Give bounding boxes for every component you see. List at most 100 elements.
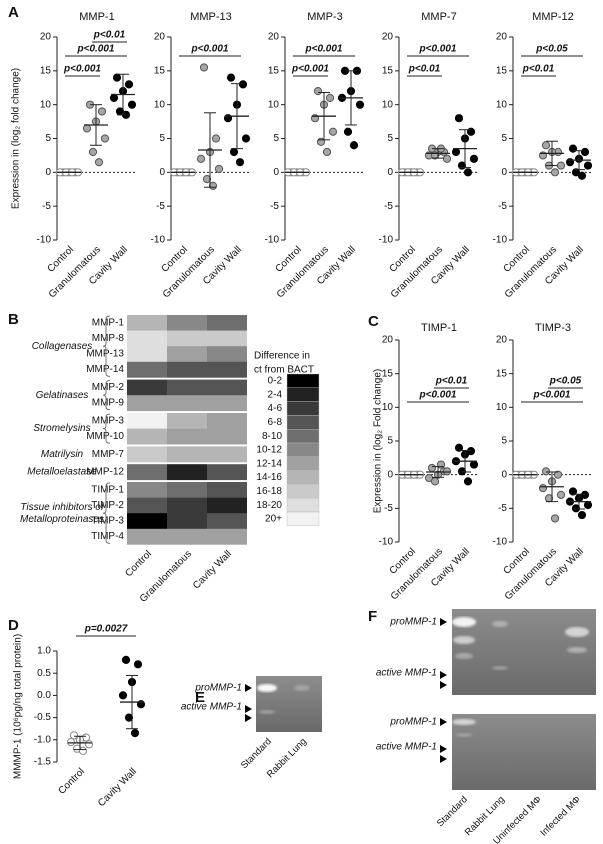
heatmap-cell (167, 395, 207, 412)
significance-label: p<0.001 (191, 44, 229, 55)
data-point (454, 114, 464, 123)
row-label: MMP-1 (92, 317, 125, 328)
data-point (226, 73, 236, 82)
y-tick-label: 20 (496, 32, 508, 43)
data-point (463, 477, 473, 486)
group-label: Stromelysins (33, 423, 90, 434)
y-tick-label: -10 (265, 235, 280, 246)
data-point (463, 168, 473, 177)
panel-label: E (195, 689, 205, 706)
data-point (568, 487, 578, 496)
y-tick-label: -1.0 (34, 734, 52, 745)
data-point (235, 158, 245, 167)
y-tick-label: 20 (496, 335, 508, 346)
heatmap-cell (207, 428, 247, 445)
y-tick-label: 5 (387, 436, 393, 447)
legend-swatch (286, 484, 320, 499)
heatmap-cell (127, 413, 167, 429)
group-brace (102, 315, 111, 377)
x-tick-label: Cavity Wall (191, 549, 234, 592)
data-point (124, 713, 134, 722)
group-label: Metalloelastase (27, 467, 97, 478)
row-label: MMP-8 (92, 333, 125, 344)
y-tick-label: 0.5 (37, 668, 51, 679)
band-arrow (440, 745, 447, 753)
row-label: MMP-12 (86, 467, 124, 478)
y-tick-label: -5 (498, 503, 507, 514)
data-point (349, 141, 359, 150)
group-brace (102, 482, 111, 544)
heatmap-cell (167, 428, 207, 445)
group-brace (102, 380, 111, 411)
y-tick-label: 20 (382, 32, 394, 43)
legend-label: 10-12 (256, 445, 282, 456)
band-arrow (440, 755, 447, 763)
row-label: TIMP-4 (91, 531, 124, 542)
heatmap-cell (127, 346, 167, 363)
y-tick-label: -5 (384, 201, 393, 212)
y-tick-label: 15 (154, 65, 166, 76)
lane-label: Standard (435, 794, 470, 829)
band-arrow (440, 681, 447, 689)
y-tick-label: -10 (379, 235, 394, 246)
y-tick-label: 5 (273, 133, 279, 144)
data-point (553, 470, 563, 479)
heatmap-cell (207, 395, 247, 412)
heatmap-cell (167, 446, 207, 463)
y-tick-label: -10 (151, 235, 166, 246)
heatmap-cell (207, 497, 247, 514)
significance-label: p<0.01 (408, 64, 441, 75)
data-point (130, 729, 140, 738)
data-point (325, 93, 335, 103)
y-tick-label: 15 (496, 368, 508, 379)
significance-label: p<0.01 (93, 30, 126, 41)
data-point (202, 175, 212, 184)
significance-label: p<0.05 (535, 44, 568, 55)
blot-band (452, 719, 476, 725)
blot-membrane (452, 714, 596, 790)
heatmap-cell (207, 379, 247, 396)
heatmap-cell (207, 513, 247, 530)
data-point (442, 467, 452, 476)
chart-title: MMP-12 (532, 11, 574, 23)
legend-label: 4-6 (268, 403, 283, 414)
y-tick-label: 5 (45, 133, 51, 144)
data-point (112, 73, 122, 82)
y-tick-label: 10 (382, 99, 394, 110)
row-label: MMP-10 (86, 431, 124, 442)
band-arrow (440, 618, 447, 626)
data-point (550, 168, 560, 177)
heatmap-cell (167, 513, 207, 530)
legend-label: 14-16 (256, 472, 282, 483)
row-label: MMP-3 (92, 415, 125, 426)
data-point (322, 147, 332, 157)
legend-swatch (286, 511, 320, 527)
data-point (442, 154, 452, 163)
data-point (580, 490, 590, 499)
y-tick-label: -10 (493, 235, 508, 246)
heatmap-cell (167, 315, 207, 331)
data-point (124, 80, 134, 89)
y-tick-label: -5 (384, 503, 393, 514)
significance-label: p<0.001 (419, 390, 457, 401)
row-label: MMP-7 (92, 449, 125, 460)
y-tick-label: 20 (40, 32, 52, 43)
data-point (451, 147, 461, 157)
y-tick-label: -5 (156, 201, 165, 212)
data-point (550, 514, 560, 523)
y-tick-label: -5 (42, 201, 51, 212)
legend-swatch (286, 373, 320, 389)
data-point (583, 500, 593, 510)
significance-label: p<0.001 (291, 64, 329, 75)
lane-label: Infected MΦ (538, 794, 583, 839)
y-tick-label: 10 (268, 99, 280, 110)
data-point (454, 443, 464, 452)
legend-label: 8-10 (262, 431, 282, 442)
band-label: active MMP-1 (376, 742, 437, 753)
heatmap-cell (167, 361, 207, 378)
legend-label: 2-4 (268, 389, 283, 400)
significance-label: p<0.05 (549, 376, 582, 387)
legend-swatch (286, 415, 320, 430)
chart-title: MMP-3 (307, 11, 342, 23)
group-label: Metalloproteinases (20, 514, 104, 525)
